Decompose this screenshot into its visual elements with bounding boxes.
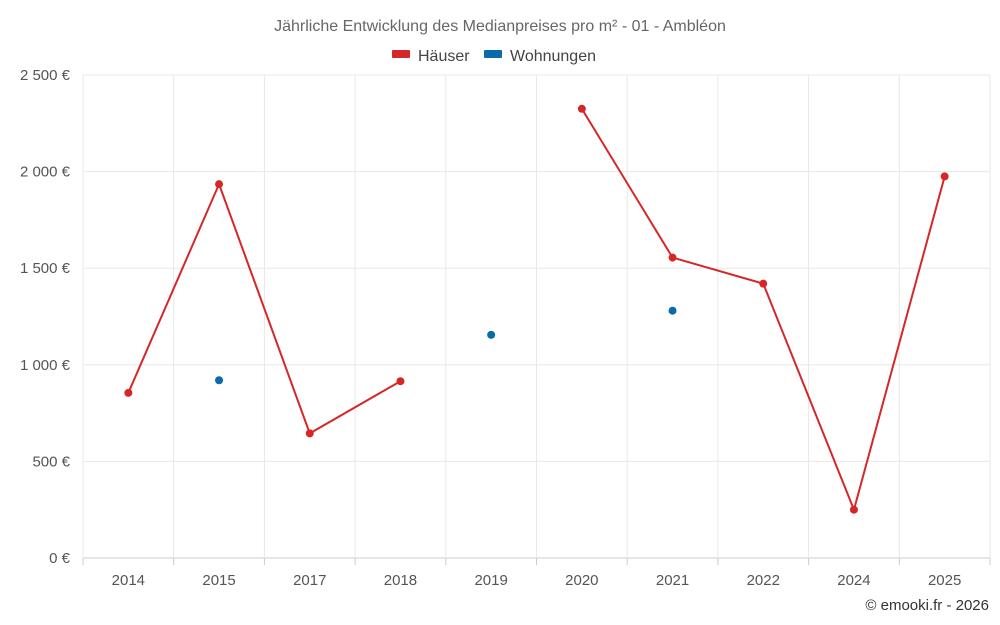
x-tick-label: 2015 [202,572,235,589]
data-point-haeuser[interactable] [215,180,224,189]
x-tick-label: 2021 [656,572,689,589]
x-tick-label: 2017 [293,572,326,589]
chart-title: Jährliche Entwicklung des Medianpreises … [274,18,726,35]
series-line-haeuser [127,181,401,435]
x-tick-label: 2022 [747,572,780,589]
x-tick-label: 2020 [565,572,598,589]
x-tick-label: 2018 [384,572,417,589]
y-axis: 0 € 500 € 1 000 € 1 500 € 2 000 € 2 500 € [20,67,71,567]
data-point-haeuser[interactable] [577,104,586,113]
data-point-haeuser[interactable] [940,172,949,181]
legend-label-wohnungen: Wohnungen [510,48,596,65]
legend-swatch-haeuser [392,50,410,58]
data-point-haeuser[interactable] [759,279,768,288]
data-point-wohnungen[interactable] [487,330,496,339]
legend-item-wohnungen[interactable]: Wohnungen [484,48,596,65]
data-point-haeuser[interactable] [305,429,314,438]
credit-text: © emooki.fr - 2026 [865,597,989,614]
legend-swatch-wohnungen [484,50,502,58]
x-tick-label: 2014 [112,572,145,589]
y-tick-label: 0 € [49,550,71,567]
x-tick-label: 2024 [837,572,870,589]
legend-label-haeuser: Häuser [418,48,470,65]
series-layer [124,104,949,514]
legend[interactable]: Häuser Wohnungen [392,48,596,65]
y-tick-label: 2 000 € [20,164,71,181]
data-point-wohnungen[interactable] [215,376,224,385]
series-line-haeuser [580,108,946,513]
y-tick-label: 2 500 € [20,67,71,84]
data-point-haeuser[interactable] [396,377,405,386]
data-point-haeuser[interactable] [124,388,133,397]
data-point-haeuser[interactable] [668,253,677,262]
y-tick-label: 1 000 € [20,357,71,374]
y-tick-label: 500 € [32,453,70,470]
data-point-haeuser[interactable] [849,505,858,514]
legend-item-haeuser[interactable]: Häuser [392,48,470,65]
y-tick-label: 1 500 € [20,260,71,277]
grid [82,74,991,559]
data-point-wohnungen[interactable] [668,306,677,315]
x-tick-label: 2025 [928,572,961,589]
x-axis: 2014 2015 2017 2018 2019 2020 2021 2022 2024 2025 [82,558,991,589]
x-tick-label: 2019 [474,572,507,589]
